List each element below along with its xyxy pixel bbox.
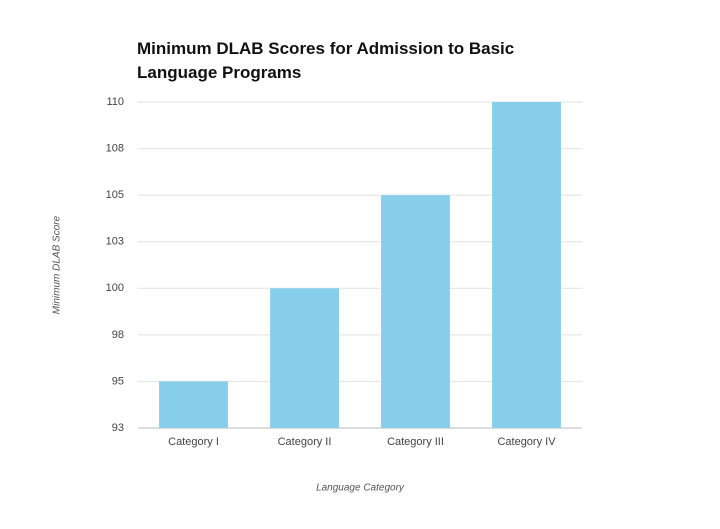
x-axis-title: Language Category bbox=[316, 483, 405, 494]
y-axis-title: Minimum DLAB Score bbox=[52, 215, 63, 314]
y-tick-label: 95 bbox=[112, 375, 124, 387]
bar bbox=[270, 288, 339, 428]
y-tick-label: 103 bbox=[106, 236, 124, 248]
y-tick-label: 108 bbox=[106, 142, 124, 154]
x-tick-label: Category I bbox=[168, 436, 219, 448]
x-tick-label: Category IV bbox=[497, 436, 556, 448]
y-tick-label: 93 bbox=[112, 422, 124, 434]
y-tick-label: 100 bbox=[106, 282, 124, 294]
chart-title: Minimum DLAB Scores for Admission to Bas… bbox=[137, 39, 515, 82]
y-tick-label: 98 bbox=[112, 329, 124, 341]
x-tick-label: Category II bbox=[278, 436, 332, 448]
x-tick-label: Category III bbox=[387, 436, 444, 448]
bar bbox=[381, 195, 450, 428]
y-tick-label: 110 bbox=[106, 96, 124, 108]
bar bbox=[492, 102, 561, 428]
y-tick-label: 105 bbox=[106, 189, 124, 201]
bar bbox=[159, 381, 228, 428]
